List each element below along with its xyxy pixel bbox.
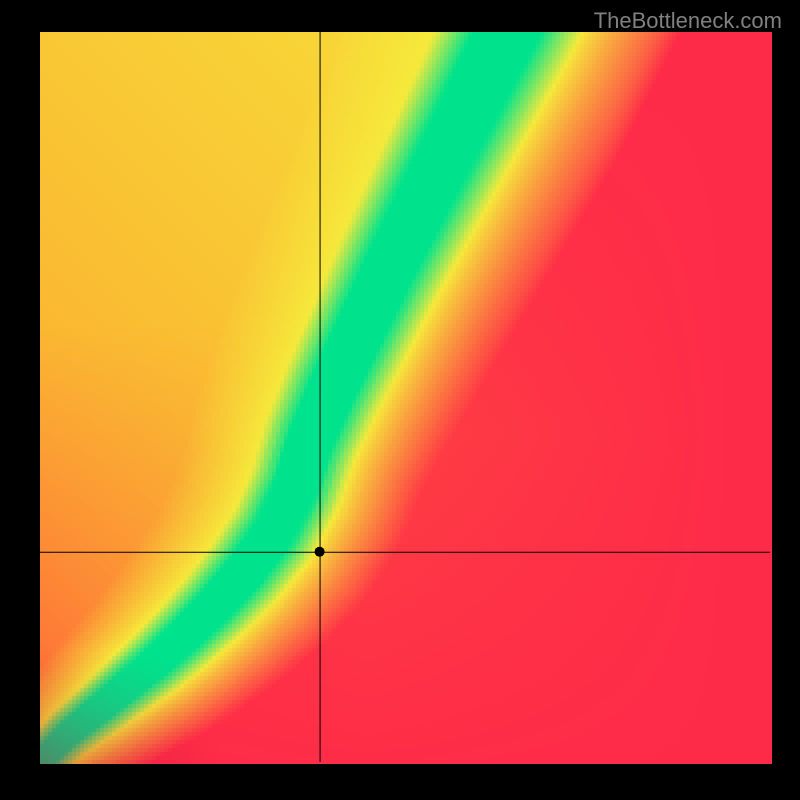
bottleneck-heatmap bbox=[0, 0, 800, 800]
watermark-text: TheBottleneck.com bbox=[594, 8, 782, 34]
